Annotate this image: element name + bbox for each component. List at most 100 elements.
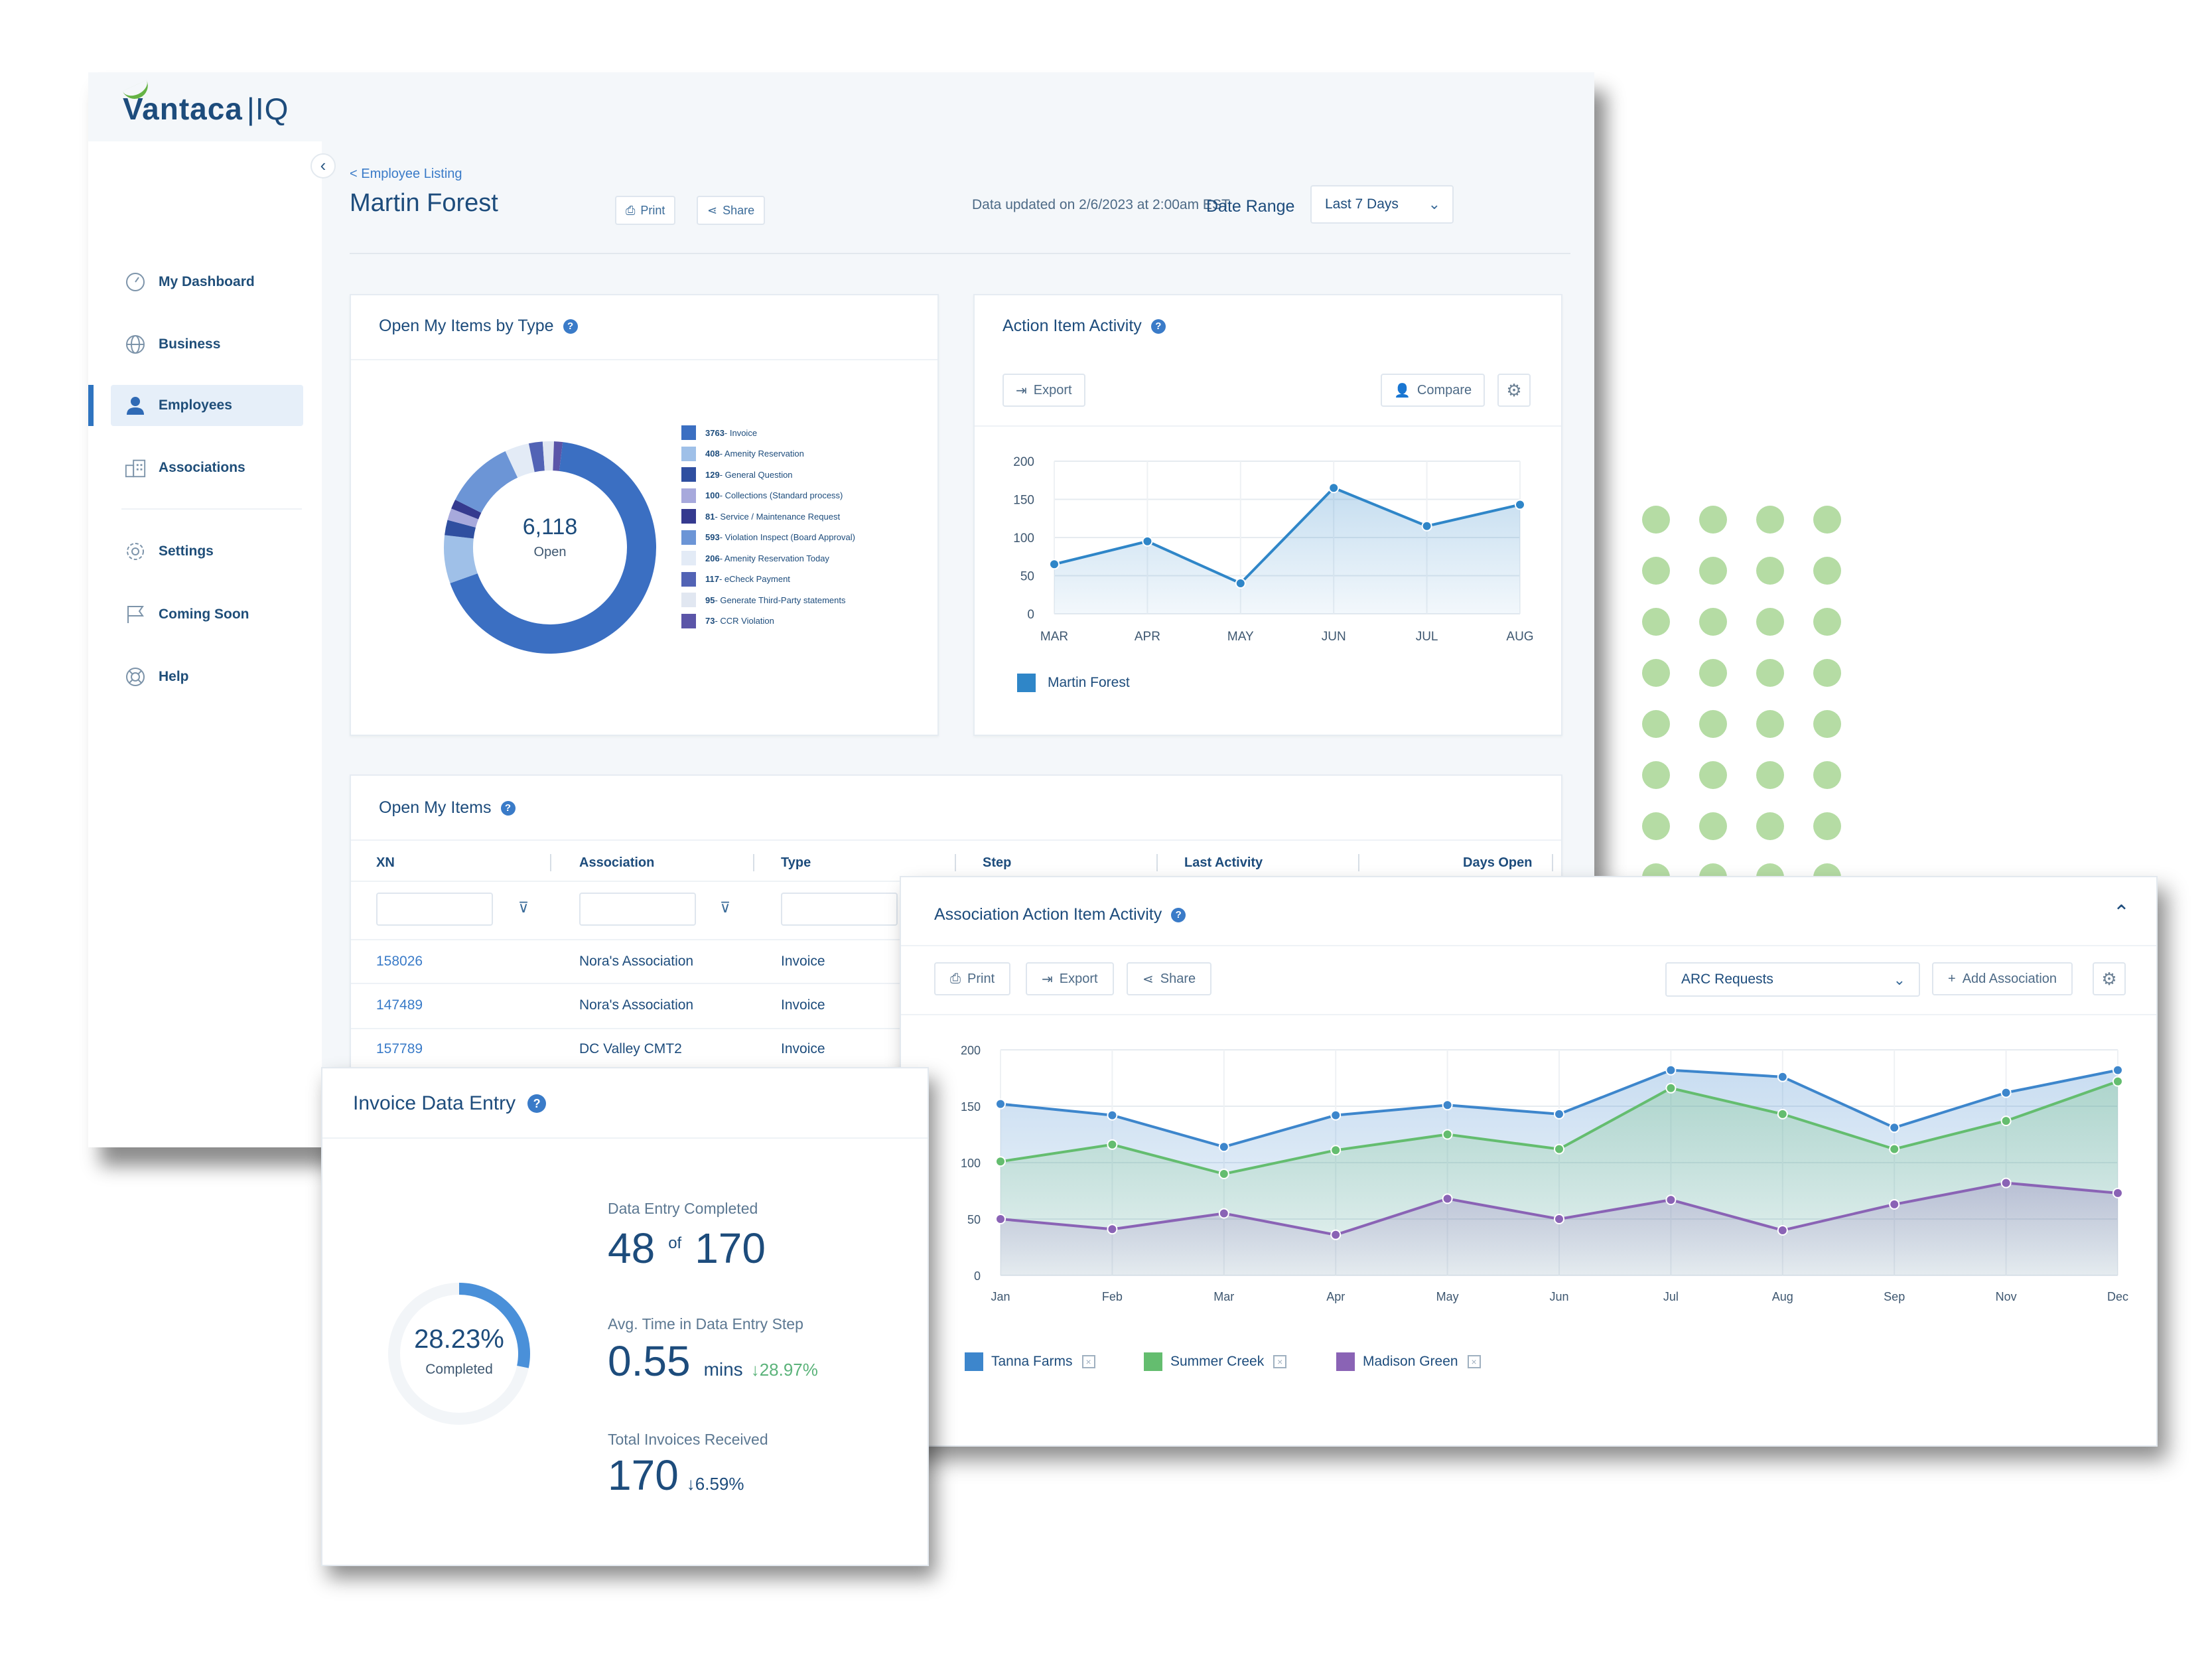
data-point[interactable] (1554, 1214, 1564, 1224)
data-point[interactable] (2000, 1177, 2012, 1189)
compare-button[interactable]: 👤 Compare (1381, 374, 1486, 407)
data-point[interactable] (995, 1098, 1006, 1110)
data-point[interactable] (1777, 1225, 1788, 1236)
export-button[interactable]: ⇥ Export (1002, 374, 1085, 407)
data-point[interactable] (1218, 1208, 1229, 1219)
date-range-select[interactable]: Last 7 Days ⌄ (1310, 185, 1454, 224)
data-point[interactable] (1218, 1141, 1229, 1153)
data-point[interactable] (1328, 482, 1340, 494)
donut-slice[interactable] (445, 520, 476, 539)
type-legend-item[interactable]: 206 - Amenity Reservation Today (681, 551, 829, 565)
row-xn-link[interactable]: 147489 (376, 997, 423, 1013)
data-point[interactable] (1442, 1129, 1453, 1140)
chart-settings-button[interactable]: ⚙ (2093, 962, 2126, 995)
remove-icon[interactable]: × (1273, 1355, 1287, 1368)
legend-item-summer-creek[interactable]: Summer Creek × (1144, 1352, 1287, 1371)
data-point[interactable] (1777, 1108, 1788, 1119)
chevron-up-icon[interactable]: ⌃ (2112, 902, 2130, 924)
export-button[interactable]: ⇥ Export (1026, 962, 1114, 995)
sidebar-item-my-dashboard[interactable]: My Dashboard (111, 261, 303, 303)
type-legend-item[interactable]: 117 - eCheck Payment (681, 571, 790, 587)
row-xn-link[interactable]: 157789 (376, 1041, 423, 1056)
sidebar-item-associations[interactable]: Associations (111, 447, 303, 488)
column-header-type[interactable]: Type (781, 855, 811, 870)
data-point[interactable] (1554, 1108, 1564, 1119)
data-point[interactable] (995, 1214, 1006, 1224)
data-point[interactable] (2112, 1064, 2123, 1076)
data-point[interactable] (1218, 1169, 1229, 1179)
filter-icon[interactable]: ⊽ (518, 899, 529, 916)
donut-slice[interactable] (528, 441, 545, 472)
type-filter-input[interactable] (781, 893, 898, 926)
type-legend-item[interactable]: 408 - Amenity Reservation (681, 446, 804, 461)
sidebar-item-settings[interactable]: Settings (111, 531, 303, 572)
donut-slice[interactable] (553, 441, 563, 471)
data-point[interactable] (2112, 1187, 2123, 1198)
type-legend-item[interactable]: 129 - General Question (681, 467, 793, 482)
data-point[interactable] (1665, 1082, 1677, 1094)
remove-icon[interactable]: × (1467, 1355, 1481, 1368)
data-point[interactable] (2112, 1076, 2123, 1087)
add-association-button[interactable]: + Add Association (1932, 962, 2073, 995)
data-point[interactable] (1421, 520, 1432, 532)
sidebar-item-coming-soon[interactable]: Coming Soon (111, 594, 303, 635)
data-point[interactable] (1515, 499, 1525, 510)
data-point[interactable] (2000, 1087, 2012, 1098)
donut-slice[interactable] (447, 508, 479, 528)
legend-item-tanna-farms[interactable]: Tanna Farms × (965, 1352, 1095, 1371)
data-point[interactable] (1442, 1100, 1453, 1111)
column-header-association[interactable]: Association (579, 855, 655, 870)
type-legend-item[interactable]: 100 - Collections (Standard process) (681, 488, 843, 503)
data-point[interactable] (1049, 559, 1060, 570)
data-point[interactable] (2000, 1116, 2012, 1127)
data-point[interactable] (1330, 1145, 1342, 1156)
sidebar-item-business[interactable]: Business (111, 324, 303, 365)
data-point[interactable] (1777, 1071, 1788, 1082)
data-point[interactable] (1665, 1194, 1677, 1206)
donut-slice[interactable] (444, 535, 478, 583)
remove-icon[interactable]: × (1081, 1355, 1095, 1368)
column-header-days-open[interactable]: Days Open (1463, 855, 1533, 870)
xn-filter-input[interactable] (376, 893, 493, 926)
column-header-last-activity[interactable]: Last Activity (1184, 855, 1263, 870)
share-button[interactable]: ⋖ Share (1127, 962, 1212, 995)
sidebar-collapse-button[interactable]: ‹ (311, 153, 336, 179)
vantaca-logo[interactable]: Vantaca |IQ (123, 91, 289, 127)
activity-legend-item[interactable]: Martin Forest (1017, 674, 1130, 692)
data-point[interactable] (1235, 578, 1246, 589)
filter-icon[interactable]: ⊽ (720, 899, 731, 916)
data-point[interactable] (1330, 1110, 1342, 1121)
row-xn-link[interactable]: 158026 (376, 954, 423, 969)
sidebar-item-employees[interactable]: Employees (111, 385, 303, 426)
data-point[interactable] (1889, 1198, 1900, 1210)
help-icon[interactable]: ? (527, 1094, 547, 1113)
data-point[interactable] (1665, 1064, 1677, 1076)
type-legend-item[interactable]: 81 - Service / Maintenance Request (681, 509, 840, 524)
help-icon[interactable]: ? (563, 319, 578, 334)
donut-slice[interactable] (542, 441, 555, 471)
type-legend-item[interactable]: 3763 - Invoice (681, 425, 757, 440)
print-button[interactable]: ⎙ Print (934, 962, 1011, 995)
data-point[interactable] (1107, 1224, 1118, 1235)
help-icon[interactable]: ? (1150, 319, 1166, 334)
legend-item-madison-green[interactable]: Madison Green × (1336, 1352, 1481, 1371)
data-point[interactable] (1107, 1110, 1118, 1121)
breadcrumb[interactable]: < Employee Listing (350, 167, 462, 181)
donut-slice[interactable] (451, 499, 482, 520)
type-legend-item[interactable]: 73 - CCR Violation (681, 613, 774, 628)
donut-slice[interactable] (455, 451, 518, 513)
column-header-xn[interactable]: XN (376, 855, 395, 870)
donut-slice[interactable] (505, 443, 535, 478)
sidebar-item-help[interactable]: Help (111, 656, 303, 697)
data-point[interactable] (1330, 1229, 1342, 1240)
type-legend-item[interactable]: 95 - Generate Third-Party statements (681, 593, 845, 607)
share-button[interactable]: ⋖ Share (697, 196, 766, 225)
category-select[interactable]: ARC Requests ⌄ (1665, 962, 1920, 997)
association-filter-input[interactable] (579, 893, 696, 926)
help-icon[interactable]: ? (500, 800, 516, 816)
data-point[interactable] (995, 1156, 1006, 1167)
type-legend-item[interactable]: 593 - Violation Inspect (Board Approval) (681, 530, 855, 545)
help-icon[interactable]: ? (1171, 907, 1186, 922)
data-point[interactable] (1889, 1122, 1900, 1133)
print-button[interactable]: ⎙ Print (615, 196, 676, 225)
